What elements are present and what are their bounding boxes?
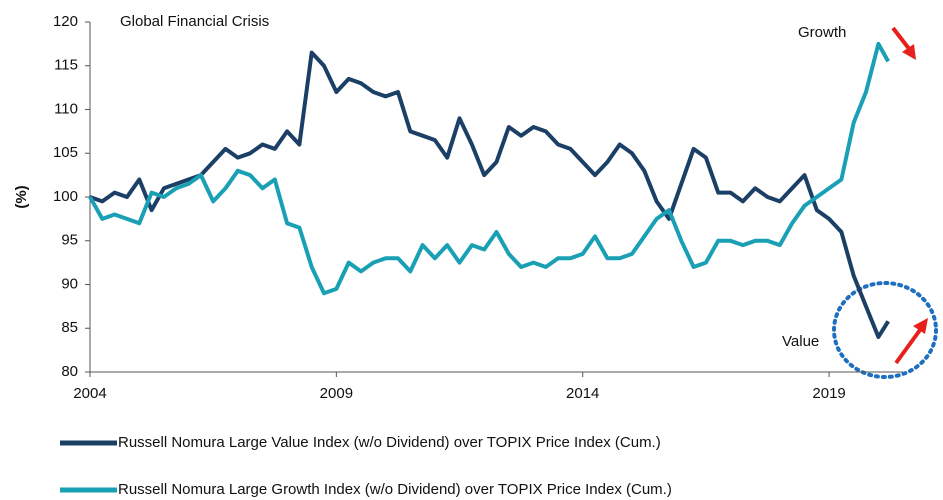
y-axis-label: (%)	[13, 185, 30, 208]
x-tick-label: 2004	[73, 385, 106, 402]
arrows	[832, 26, 938, 379]
y-tick-label: 105	[53, 144, 78, 161]
series-line	[88, 41, 890, 296]
x-tick-label: 2014	[566, 385, 599, 402]
x-tick-label: 2019	[812, 385, 845, 402]
y-tick-label: 95	[61, 232, 78, 249]
y-tick-label: 115	[54, 57, 78, 74]
y-tick-label: 80	[61, 363, 78, 380]
y-tick-label: 85	[61, 319, 78, 336]
x-tick-label: 2009	[320, 385, 353, 402]
annotation: Global Financial Crisis	[120, 13, 269, 30]
y-tick-label: 120	[53, 13, 78, 30]
y-tick-label: 100	[53, 188, 78, 205]
y-tick-label: 90	[61, 275, 78, 292]
annotation: Value	[782, 333, 819, 350]
legend-label: Russell Nomura Large Growth Index (w/o D…	[118, 481, 672, 498]
annotation: Growth	[798, 24, 846, 41]
y-tick-label: 110	[54, 100, 78, 117]
series-line	[89, 50, 890, 339]
legend-label: Russell Nomura Large Value Index (w/o Di…	[118, 434, 661, 451]
